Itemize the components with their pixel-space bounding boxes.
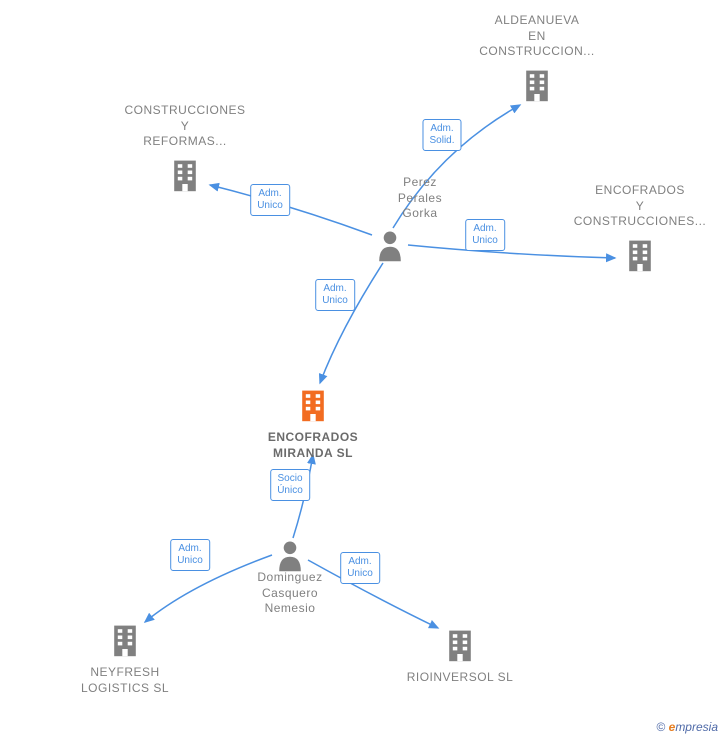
node-label: CONSTRUCCIONES Y REFORMAS...: [105, 103, 265, 150]
person-icon: [372, 227, 408, 268]
network-diagram: ALDEANUEVA EN CONSTRUCCION... CONSTRUCCI…: [0, 0, 728, 740]
building-icon: [107, 622, 143, 663]
node-label: ENCOFRADOS Y CONSTRUCCIONES...: [565, 183, 715, 230]
building-icon: [442, 627, 478, 668]
node-label: NEYFRESH LOGISTICS SL: [55, 665, 195, 696]
edge-arrow: [210, 185, 372, 235]
node-label: ALDEANUEVA EN CONSTRUCCION...: [467, 13, 607, 60]
building-icon: [622, 237, 658, 278]
node-label: ENCOFRADOS MIRANDA SL: [243, 430, 383, 461]
node-label: RIOINVERSOL SL: [390, 670, 530, 686]
copyright-symbol: ©: [656, 720, 665, 734]
node-label: Dominguez Casquero Nemesio: [230, 570, 350, 617]
edge-label: Adm. Unico: [340, 552, 380, 584]
building-icon: [295, 387, 331, 428]
edge-label: Socio Único: [270, 469, 310, 501]
node-label: Perez Perales Gorka: [370, 175, 470, 222]
building-icon: [167, 157, 203, 198]
edge-label: Adm. Solid.: [422, 119, 461, 151]
edge-label: Adm. Unico: [315, 279, 355, 311]
edge-label: Adm. Unico: [465, 219, 505, 251]
edge-label: Adm. Unico: [250, 184, 290, 216]
edge-arrow: [408, 245, 615, 258]
copyright: © empresia: [656, 720, 718, 734]
edge-label: Adm. Unico: [170, 539, 210, 571]
brand-rest: mpresia: [675, 720, 718, 734]
building-icon: [519, 67, 555, 108]
